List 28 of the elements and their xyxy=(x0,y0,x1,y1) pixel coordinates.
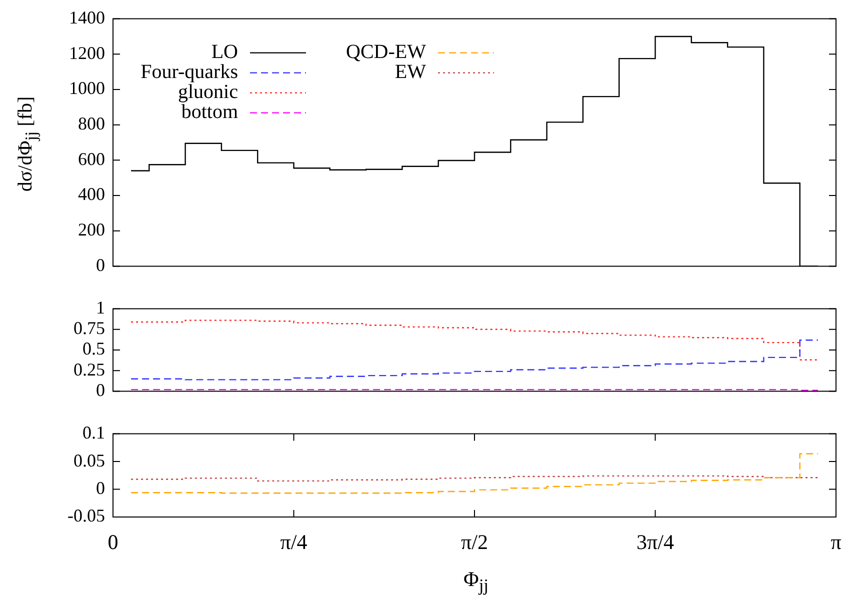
y-tick-label: 0 xyxy=(96,380,105,400)
legend-label: LO xyxy=(211,41,238,64)
text: EW xyxy=(394,61,426,84)
y-tick-label: 1200 xyxy=(69,42,105,63)
x-tick-label: π/2 xyxy=(461,530,488,554)
y-tick-label: 1400 xyxy=(69,8,105,28)
text: QCD-EW xyxy=(346,41,426,64)
y-tick-label: 400 xyxy=(78,184,105,204)
text: Four-quarks xyxy=(140,61,238,84)
text: bottom xyxy=(181,101,238,124)
y-tick-label: 200 xyxy=(78,220,105,240)
y-tick-label: 0.1 xyxy=(82,422,105,443)
text: gluonic xyxy=(178,81,238,104)
y-tick-label: 1000 xyxy=(69,78,105,98)
x-tick-label: π xyxy=(830,530,842,554)
y-tick-label: -0.05 xyxy=(68,506,105,526)
y-tick-label: 0 xyxy=(96,478,105,498)
x-axis-title: Φ$_{jj}$ xyxy=(463,567,489,595)
y-tick-label: 1 xyxy=(96,298,105,318)
y-tick-label: 600 xyxy=(78,148,105,169)
y-tick-label: 0.05 xyxy=(74,450,105,470)
y-tick-label: 0.5 xyxy=(82,338,105,359)
y-tick-label: 0.75 xyxy=(74,318,105,338)
x-tick-label: π/4 xyxy=(280,530,308,554)
y-tick-label: 0 xyxy=(96,254,105,275)
y-tick-label: 800 xyxy=(78,114,105,134)
x-tick-label: 3π/4 xyxy=(636,530,674,554)
y-tick-label: 0.25 xyxy=(74,359,105,380)
